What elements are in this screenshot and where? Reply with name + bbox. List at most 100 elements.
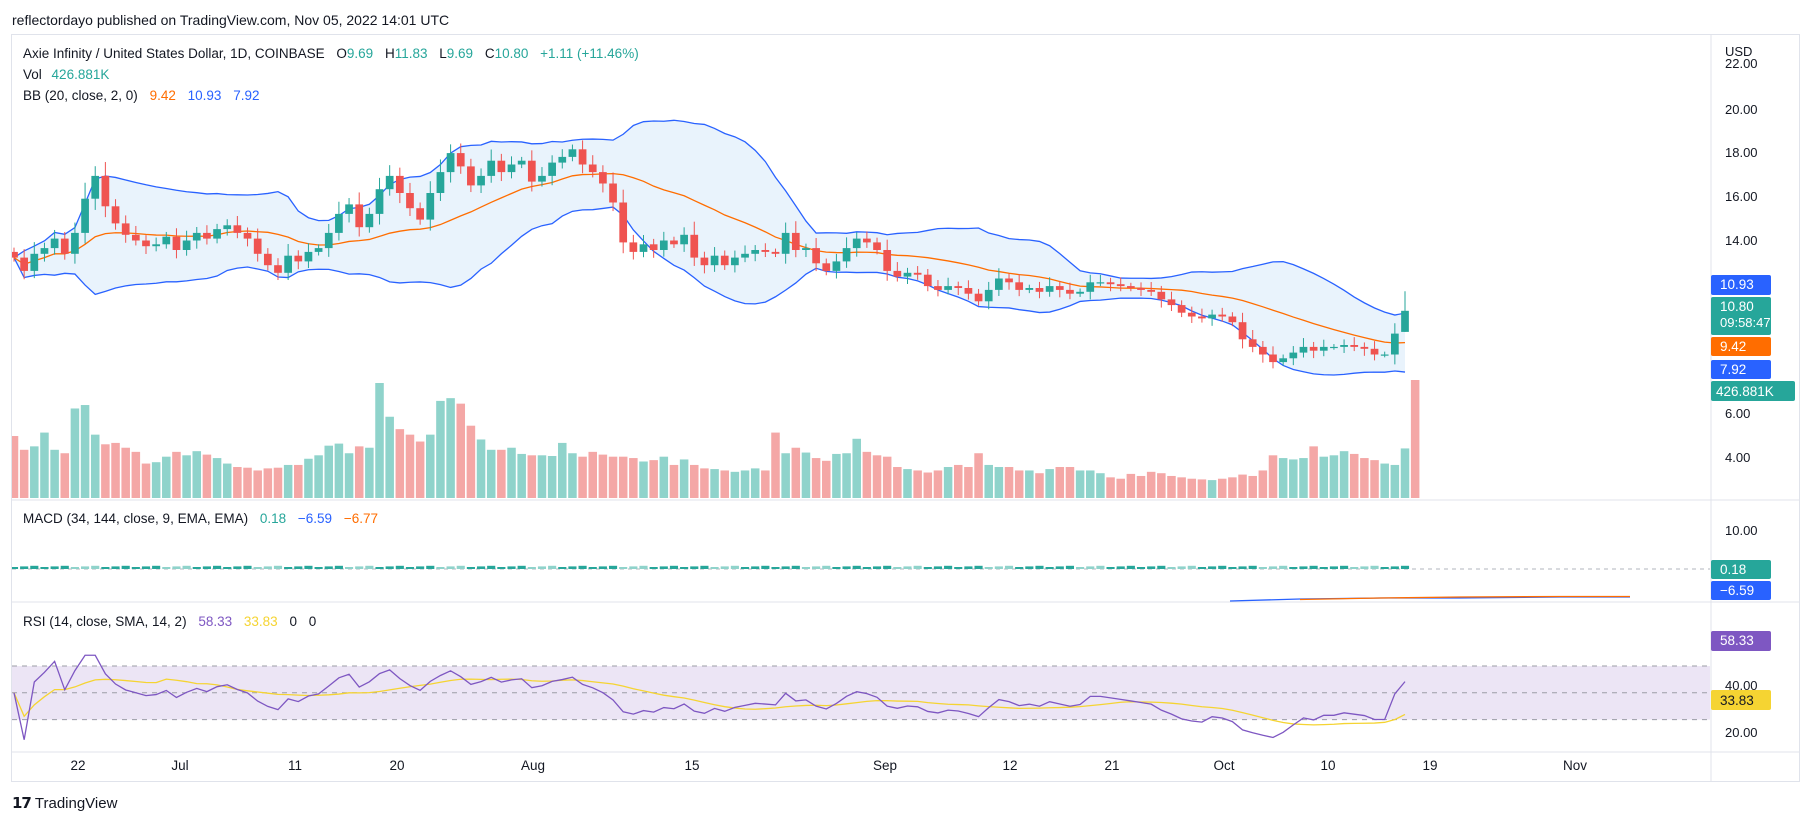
volume-bar xyxy=(700,468,709,498)
macd-histogram-bar xyxy=(253,567,262,569)
price-tick-label: 20.00 xyxy=(1725,102,1758,117)
volume-bar xyxy=(212,458,222,498)
candle-body xyxy=(1157,291,1166,300)
macd-histogram-bar xyxy=(182,565,191,569)
macd-histogram-bar xyxy=(883,565,892,569)
volume-bar xyxy=(598,454,608,498)
macd-histogram-bar xyxy=(40,567,49,569)
macd-histogram-bar xyxy=(131,567,140,569)
candle-body xyxy=(294,255,303,262)
badge-rsi: 58.33 xyxy=(1720,633,1754,648)
legend-macd-signal: −6.77 xyxy=(344,511,378,526)
macd-histogram-bar xyxy=(273,565,283,569)
volume-bar xyxy=(1116,478,1125,498)
macd-histogram-bar xyxy=(152,565,161,569)
candle-body xyxy=(1177,305,1186,313)
candle-body xyxy=(1401,310,1409,332)
candle-body xyxy=(1309,346,1318,351)
macd-histogram-bar xyxy=(334,565,343,569)
volume-bar xyxy=(415,441,425,498)
candle-body xyxy=(771,251,780,254)
macd-histogram-bar xyxy=(497,567,506,569)
badge-macd-hist: 0.18 xyxy=(1720,562,1746,577)
volume-bar xyxy=(1096,473,1105,498)
macd-histogram-bar xyxy=(385,566,394,569)
macd-histogram-bar xyxy=(1096,565,1105,569)
volume-bar xyxy=(669,464,679,498)
candle-body xyxy=(81,198,89,233)
candle-body xyxy=(1269,354,1277,363)
volume-bar xyxy=(436,400,445,498)
macd-histogram-bar xyxy=(1340,565,1349,569)
volume-bar xyxy=(283,464,293,498)
macd-histogram-bar xyxy=(893,567,902,569)
macd-histogram-bar xyxy=(1208,566,1217,569)
footer-brand[interactable]: 𝟭𝟳 TradingView xyxy=(12,794,117,813)
volume-bar xyxy=(426,434,435,498)
macd-histogram-bar xyxy=(1400,565,1410,569)
macd-histogram-bar xyxy=(1197,567,1206,569)
rsi-line xyxy=(13,654,1406,740)
volume-bar xyxy=(1248,475,1257,498)
volume-bar xyxy=(222,463,232,498)
macd-histogram-bar xyxy=(466,567,475,569)
macd-histogram-bar xyxy=(1004,565,1014,569)
macd-tick-label: 10.00 xyxy=(1725,523,1758,538)
volume-bar xyxy=(141,463,151,498)
volume-bar xyxy=(1400,448,1410,498)
legend-change: +1.11 (+11.46%) xyxy=(540,46,639,61)
candle-body xyxy=(1025,288,1034,290)
candle-body xyxy=(30,253,39,271)
volume-bar xyxy=(486,449,496,498)
macd-histogram-bar xyxy=(842,566,851,569)
badge-bb-upper-bg xyxy=(1711,275,1771,295)
candle-body xyxy=(659,240,668,250)
macd-histogram-bar xyxy=(537,566,547,569)
candle-body xyxy=(1370,348,1379,355)
badge-rsi-bg xyxy=(1711,631,1771,651)
badge-bb-lower: 7.92 xyxy=(1720,362,1746,377)
volume-bar xyxy=(1055,467,1065,498)
macd-histogram-bar xyxy=(314,567,323,569)
candlesticks xyxy=(12,140,1409,369)
macd-histogram-bar xyxy=(944,565,953,569)
volume-bar xyxy=(40,432,49,498)
volume-bar xyxy=(1319,456,1329,498)
legend-macd: MACD (34, 144, close, 9, EMA, EMA) 0.18 … xyxy=(23,511,378,526)
volume-bar xyxy=(629,458,638,498)
macd-histogram-bar xyxy=(558,567,567,569)
macd-histogram-bar xyxy=(344,567,354,569)
badge-rsi-ma: 33.83 xyxy=(1720,693,1754,708)
legend-h-label: H xyxy=(385,46,395,61)
volume-bar xyxy=(202,454,212,498)
candle-body xyxy=(974,293,983,302)
macd-histogram-bar xyxy=(822,565,831,569)
candle-body xyxy=(934,286,942,290)
candle-body xyxy=(223,225,232,230)
macd-histogram-bar xyxy=(548,565,557,569)
macd-histogram-bar xyxy=(994,566,1003,569)
candle-body xyxy=(903,272,912,277)
macd-histogram-bar xyxy=(1025,566,1034,569)
macd-histogram-bar xyxy=(1157,565,1166,569)
volume-bar xyxy=(1004,467,1014,498)
volume-bar xyxy=(1228,477,1237,498)
time-tick-label: 10 xyxy=(1320,758,1335,773)
macd-histogram-bar xyxy=(1228,567,1237,569)
volume-bar xyxy=(314,455,323,498)
volume-bar xyxy=(964,467,973,498)
volume-bar xyxy=(578,456,587,498)
macd-histogram-bar xyxy=(812,566,821,569)
volume-bar xyxy=(151,462,161,498)
badge-volume: 426.881K xyxy=(1716,384,1774,399)
volume-bar xyxy=(1106,477,1115,498)
volume-bar xyxy=(385,416,394,498)
macd-histogram-bar xyxy=(101,567,110,569)
volume-bar xyxy=(344,453,354,498)
candle-body xyxy=(50,238,59,249)
macd-histogram-bar xyxy=(1289,567,1298,569)
macd-histogram-bar xyxy=(81,566,90,569)
volume-bar xyxy=(588,451,598,498)
volume-bar xyxy=(710,469,719,498)
